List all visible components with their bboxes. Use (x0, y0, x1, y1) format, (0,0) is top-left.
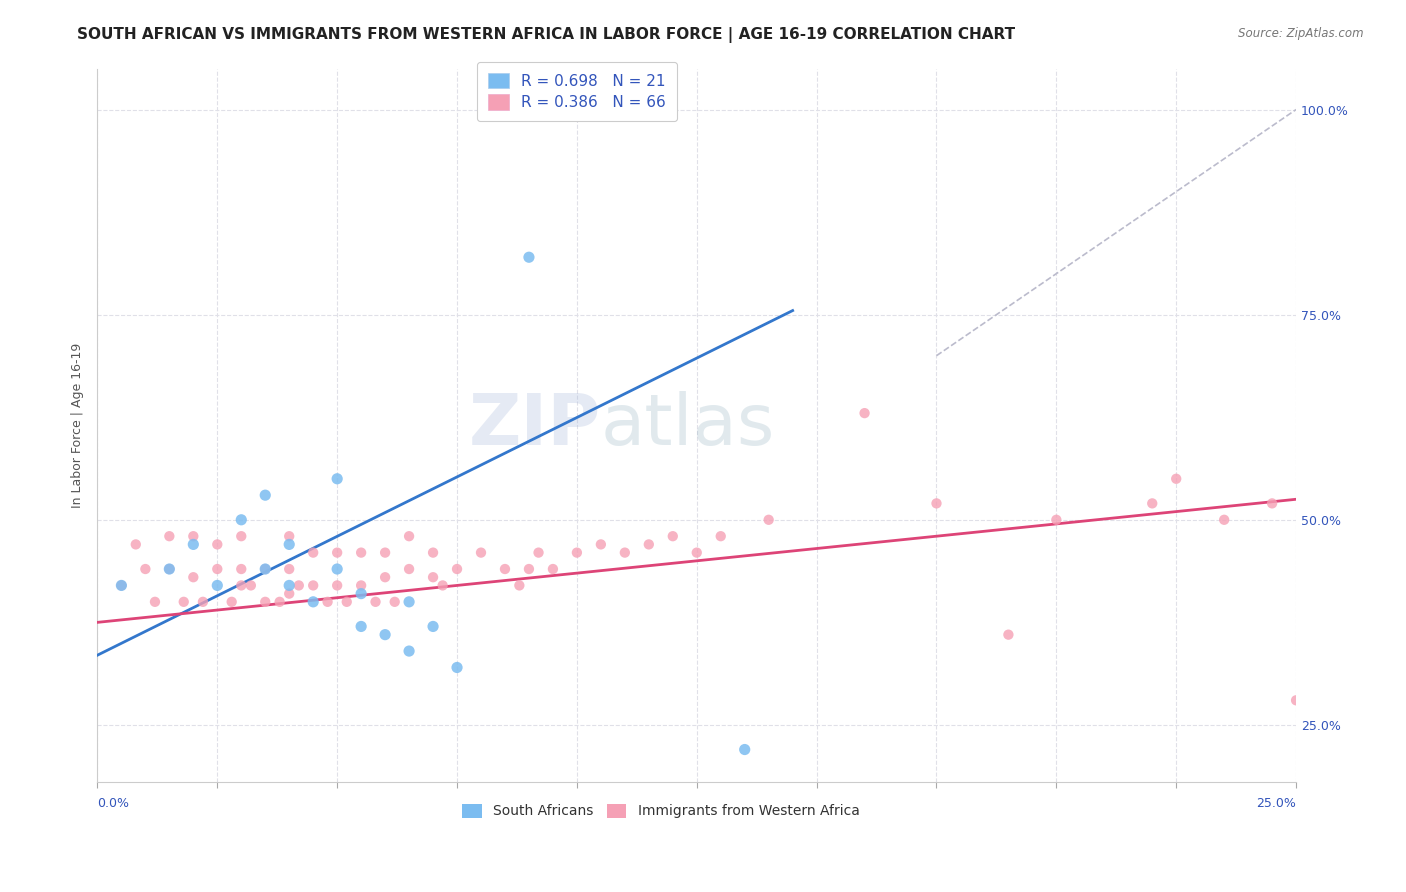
Point (398, 529, 420, 543)
Point (758, 513, 780, 527)
Point (613, 546, 636, 560)
Point (374, 570, 396, 584)
Point (231, 513, 253, 527)
Point (1166, 472, 1188, 486)
Point (278, 562, 301, 576)
Point (1285, 693, 1308, 707)
Y-axis label: In Labor Force | Age 16-19: In Labor Force | Age 16-19 (72, 343, 84, 508)
Point (432, 578, 454, 592)
Point (1261, 496, 1284, 510)
Point (302, 578, 325, 592)
Point (853, 406, 876, 420)
Point (517, 562, 540, 576)
Point (686, 546, 709, 560)
Point (157, 562, 180, 576)
Point (326, 578, 349, 592)
Point (398, 562, 420, 576)
Point (231, 529, 253, 543)
Point (494, 562, 516, 576)
Point (110, 578, 132, 592)
Point (508, 578, 530, 592)
Point (269, 595, 291, 609)
Text: Source: ZipAtlas.com: Source: ZipAtlas.com (1239, 27, 1364, 40)
Point (398, 595, 420, 609)
Point (183, 529, 205, 543)
Point (350, 546, 373, 560)
Point (157, 562, 180, 576)
Point (997, 627, 1019, 641)
Point (1213, 513, 1236, 527)
Point (637, 537, 659, 551)
Point (517, 250, 540, 264)
Text: 0.0%: 0.0% (97, 797, 129, 810)
Text: atlas: atlas (600, 391, 775, 460)
Point (1142, 496, 1164, 510)
Point (221, 595, 243, 609)
Point (302, 595, 325, 609)
Point (326, 546, 349, 560)
Text: 25.0%: 25.0% (1256, 797, 1296, 810)
Point (734, 742, 756, 756)
Point (278, 587, 301, 601)
Point (422, 570, 444, 584)
Point (316, 595, 339, 609)
Point (207, 578, 229, 592)
Point (374, 546, 396, 560)
Point (278, 578, 301, 592)
Point (110, 578, 132, 592)
Point (191, 595, 214, 609)
Point (446, 562, 468, 576)
Point (254, 488, 277, 502)
Point (1045, 513, 1067, 527)
Point (364, 595, 387, 609)
Point (288, 578, 311, 592)
Point (326, 562, 349, 576)
Point (302, 546, 325, 560)
Point (183, 537, 205, 551)
Text: ZIP: ZIP (468, 391, 600, 460)
Point (231, 578, 253, 592)
Point (422, 619, 444, 633)
Point (183, 570, 205, 584)
Point (134, 562, 156, 576)
Point (157, 529, 180, 543)
Point (470, 546, 492, 560)
Point (527, 546, 550, 560)
Point (254, 562, 277, 576)
Point (125, 537, 148, 551)
Text: SOUTH AFRICAN VS IMMIGRANTS FROM WESTERN AFRICA IN LABOR FORCE | AGE 16-19 CORRE: SOUTH AFRICAN VS IMMIGRANTS FROM WESTERN… (77, 27, 1015, 43)
Point (350, 619, 373, 633)
Point (541, 562, 564, 576)
Point (278, 537, 301, 551)
Point (254, 562, 277, 576)
Point (710, 529, 733, 543)
Point (350, 578, 373, 592)
Point (207, 537, 229, 551)
Point (336, 595, 359, 609)
Point (384, 595, 406, 609)
Point (1309, 455, 1331, 469)
Point (925, 496, 948, 510)
Point (254, 595, 277, 609)
Point (422, 546, 444, 560)
Point (143, 595, 166, 609)
Point (565, 546, 588, 560)
Point (446, 660, 468, 674)
Legend: South Africans, Immigrants from Western Africa: South Africans, Immigrants from Western … (456, 797, 866, 825)
Point (374, 627, 396, 641)
Point (278, 529, 301, 543)
Point (662, 529, 685, 543)
Point (326, 472, 349, 486)
Point (173, 595, 195, 609)
Point (398, 644, 420, 658)
Point (350, 587, 373, 601)
Point (239, 578, 262, 592)
Point (207, 562, 229, 576)
Point (231, 562, 253, 576)
Point (589, 537, 612, 551)
